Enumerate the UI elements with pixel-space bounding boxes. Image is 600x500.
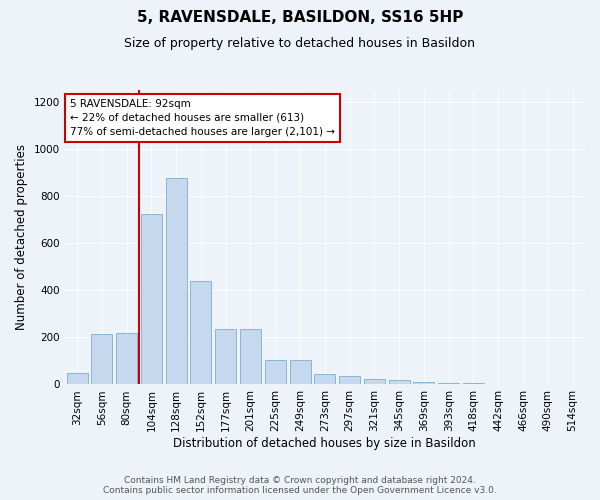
X-axis label: Distribution of detached houses by size in Basildon: Distribution of detached houses by size … xyxy=(173,437,476,450)
Bar xyxy=(116,332,137,384)
Text: 5, RAVENSDALE, BASILDON, SS16 5HP: 5, RAVENSDALE, BASILDON, SS16 5HP xyxy=(137,10,463,25)
Bar xyxy=(240,329,261,384)
Bar xyxy=(413,382,434,384)
Bar xyxy=(166,178,187,384)
Bar xyxy=(265,360,286,384)
Text: 5 RAVENSDALE: 92sqm
← 22% of detached houses are smaller (613)
77% of semi-detac: 5 RAVENSDALE: 92sqm ← 22% of detached ho… xyxy=(70,99,335,137)
Bar xyxy=(141,214,162,384)
Text: Size of property relative to detached houses in Basildon: Size of property relative to detached ho… xyxy=(125,38,476,51)
Bar xyxy=(91,334,112,384)
Text: Contains HM Land Registry data © Crown copyright and database right 2024.
Contai: Contains HM Land Registry data © Crown c… xyxy=(103,476,497,495)
Bar xyxy=(215,329,236,384)
Bar xyxy=(190,281,211,384)
Y-axis label: Number of detached properties: Number of detached properties xyxy=(15,144,28,330)
Bar xyxy=(364,378,385,384)
Bar xyxy=(339,376,360,384)
Bar xyxy=(389,380,410,384)
Bar xyxy=(67,372,88,384)
Bar xyxy=(314,374,335,384)
Bar xyxy=(290,360,311,384)
